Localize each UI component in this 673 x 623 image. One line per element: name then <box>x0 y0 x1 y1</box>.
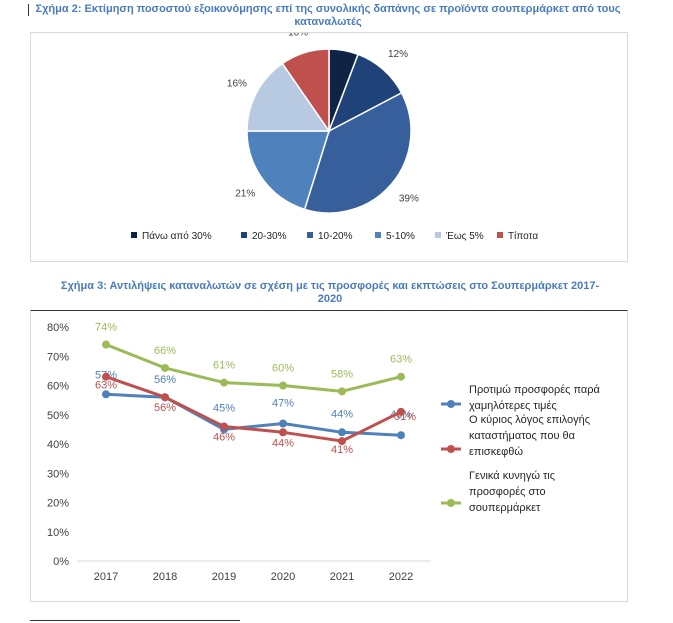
pie-chart-frame: 6% 12% 39% 21% 16% 10% Πάνω από 30% 20-30% 10-20… <box>30 32 628 262</box>
y-tick-label: 60% <box>47 381 69 393</box>
data-point <box>279 428 287 437</box>
y-tick-label: 30% <box>47 468 69 480</box>
series-line <box>104 375 403 443</box>
legend-swatch <box>375 232 381 238</box>
x-tick-label: 2020 <box>271 571 295 583</box>
data-point <box>397 431 405 440</box>
pie-data-label: 21% <box>235 189 255 200</box>
data-label: 45% <box>213 402 235 414</box>
legend-label: Προτιμώ προσφορές παρά <box>469 384 601 396</box>
x-tick-label: 2019 <box>212 571 236 583</box>
legend-label: προσφορές στο <box>469 486 546 498</box>
figure-2-caption: Σχήμα 2: Εκτίμηση ποσοστού εξοικονόμησης… <box>35 3 621 28</box>
data-label: 63% <box>390 354 412 366</box>
data-label: 74% <box>95 322 117 334</box>
data-point <box>338 437 346 446</box>
legend-swatch <box>307 232 313 238</box>
legend-marker <box>447 499 455 507</box>
figure-3-caption: Σχήμα 3: Αντιλήψεις καταναλωτών σε σχέση… <box>60 280 600 305</box>
data-label: 44% <box>272 437 294 449</box>
y-tick-label: 40% <box>47 439 69 451</box>
pie-slice <box>281 48 330 134</box>
pie-chart: 6% 12% 39% 21% 16% 10% Πάνω από 30% 20-30% 10-20… <box>131 33 538 242</box>
data-point <box>102 372 110 381</box>
pie-data-label: 10% <box>288 33 308 39</box>
data-point <box>338 428 346 437</box>
pie-slice <box>246 130 331 211</box>
pie-slice <box>303 91 412 214</box>
data-label: 56% <box>154 374 176 386</box>
data-label: 46% <box>213 431 235 443</box>
series-line <box>104 343 403 393</box>
data-label: 47% <box>272 398 294 410</box>
data-point <box>220 422 228 431</box>
data-label: 58% <box>331 368 353 380</box>
y-tick-label: 80% <box>47 322 69 334</box>
data-point <box>220 378 228 387</box>
series-line <box>104 392 403 437</box>
data-point <box>397 407 405 416</box>
data-point <box>279 419 287 428</box>
data-label: 41% <box>331 444 353 456</box>
legend-label: σουπερμάρκετ <box>469 502 541 514</box>
legend-label: 20-30% <box>252 231 287 242</box>
pie-data-label: 6% <box>341 33 356 36</box>
data-point <box>102 340 110 349</box>
legend-label: Έως 5% <box>445 231 484 242</box>
legend-label: καταστήματος που θα <box>469 430 576 442</box>
footnote-separator <box>30 620 240 621</box>
legend-label: επισκεφθώ <box>469 446 523 458</box>
legend-marker <box>447 445 455 453</box>
data-point <box>161 393 169 402</box>
data-point <box>102 390 110 399</box>
y-tick-label: 70% <box>47 351 69 363</box>
data-point <box>161 363 169 372</box>
data-label: 51% <box>394 411 416 423</box>
y-tick-label: 10% <box>47 527 69 539</box>
legend-swatch <box>241 232 247 238</box>
line-chart-frame: 0% 10% 20% 30% 40% 50% 60% 70% 80% 2017 2018 2019 20… <box>30 310 628 602</box>
x-tick-label: 2018 <box>153 571 177 583</box>
data-label: 66% <box>154 345 176 357</box>
legend-label: Πάνω από 30% <box>142 230 212 242</box>
legend-label: 5-10% <box>386 231 415 242</box>
legend-label: Τίποτα <box>508 230 538 242</box>
legend-label: Ο κύριος λόγος επιλογής <box>469 414 590 426</box>
y-tick-label: 0% <box>53 556 69 568</box>
legend-label: χαμηλότερες τιμές <box>469 400 557 412</box>
data-point <box>397 372 405 381</box>
x-tick-label: 2022 <box>389 571 413 583</box>
x-tick-label: 2021 <box>330 571 354 583</box>
data-label: 60% <box>272 363 294 375</box>
pie-slice <box>246 62 331 132</box>
legend-swatch <box>435 232 441 238</box>
data-label: 61% <box>213 360 235 372</box>
legend-swatch <box>131 232 137 238</box>
x-tick-label: 2017 <box>94 571 118 583</box>
legend-label: 10-20% <box>318 231 353 242</box>
pie-data-label: 12% <box>388 49 408 60</box>
legend-marker <box>447 400 455 408</box>
legend-swatch <box>497 232 503 238</box>
data-label: 44% <box>331 408 353 420</box>
line-chart: 0% 10% 20% 30% 40% 50% 60% 70% 80% 2017 2018 2019 20… <box>47 322 601 583</box>
pie-data-label: 39% <box>399 194 419 205</box>
data-label: 63% <box>95 380 117 392</box>
data-point <box>338 387 346 396</box>
legend-label: Γενικά κυνηγώ τις <box>469 470 555 482</box>
text-cursor <box>28 4 29 16</box>
data-point <box>279 381 287 390</box>
pie-data-label: 16% <box>227 79 247 90</box>
data-label: 56% <box>154 402 176 414</box>
y-tick-label: 50% <box>47 410 69 422</box>
y-tick-label: 20% <box>47 498 69 510</box>
